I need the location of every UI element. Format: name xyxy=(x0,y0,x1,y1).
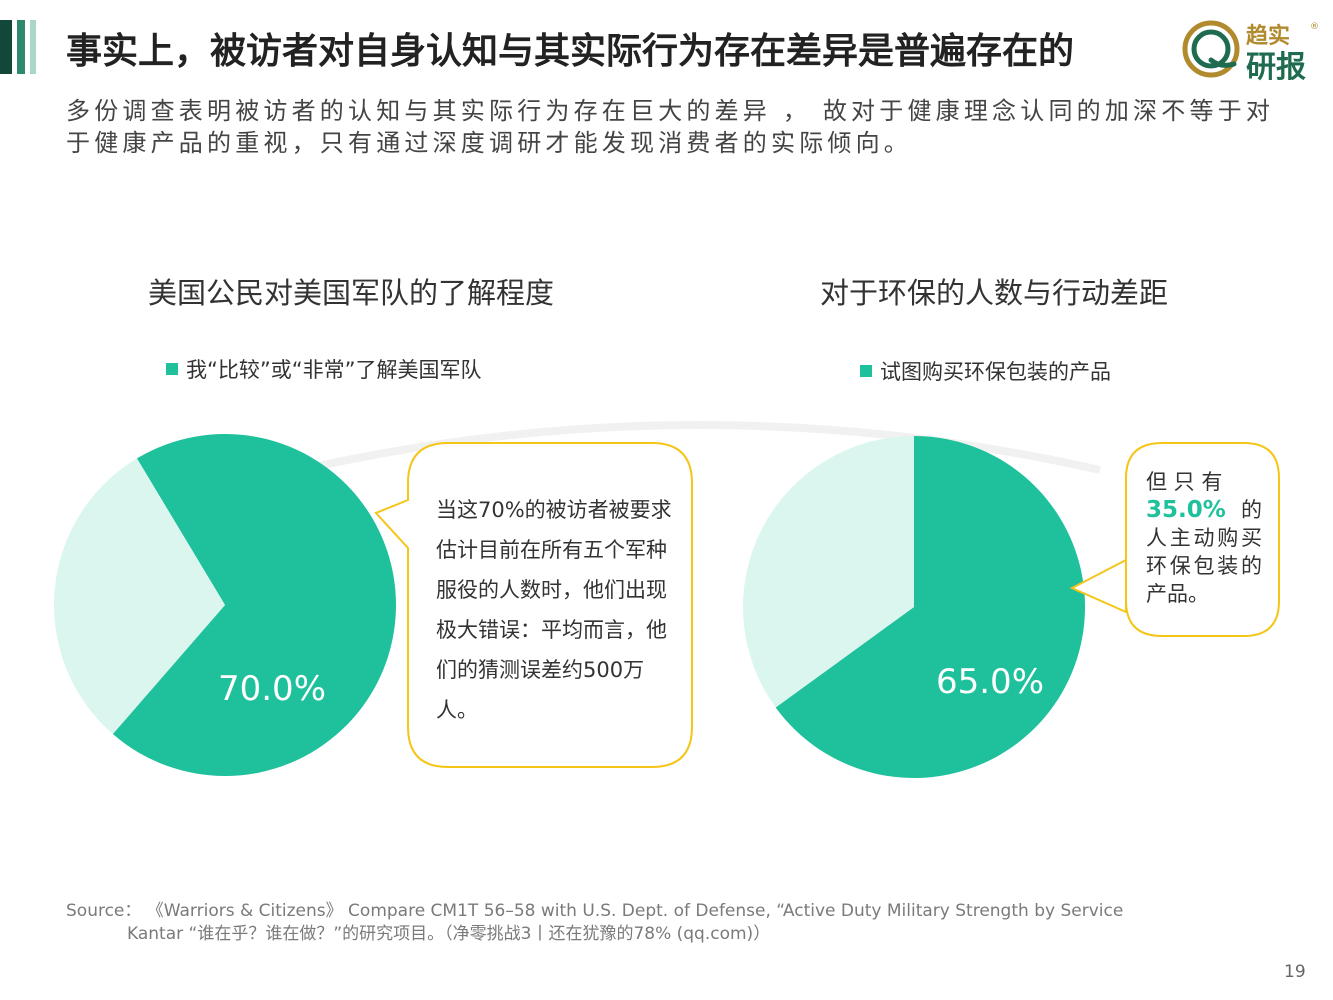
accent-bar-light xyxy=(30,20,36,74)
source-line-1: Source： 《Warriors & Citizens》 Compare CM… xyxy=(66,901,1124,921)
pie-slice-primary xyxy=(112,434,396,777)
page-number: 19 xyxy=(1284,962,1306,982)
callout2-highlight: 35.0% xyxy=(1146,497,1226,523)
pie-slice-primary xyxy=(775,436,1085,778)
brand-logo: 趋实 ® 研报 xyxy=(1180,18,1320,85)
accent-bar-mid xyxy=(17,20,25,74)
chart1-legend: 我“比较”或“非常”了解美国军队 xyxy=(166,354,482,384)
logo-text-bottom: 研报 xyxy=(1246,50,1306,85)
pie-slice-remainder xyxy=(53,458,226,735)
callout2-prefix: 但 只 有 xyxy=(1146,470,1223,494)
accent-bar-dark xyxy=(0,20,12,74)
chart2-title: 对于环保的人数与行动差距 xyxy=(820,276,1169,310)
pie-slice-remainder xyxy=(742,436,914,708)
legend-label: 我“比较”或“非常”了解美国军队 xyxy=(186,358,482,382)
legend-swatch xyxy=(166,363,178,375)
logo-text-top: 趋实 xyxy=(1246,24,1291,49)
callout-bubble-1 xyxy=(374,442,693,768)
source-line-2: Kantar “谁在乎？谁在做？”的研究项目。（净零挑战3丨还在犹豫的78% (… xyxy=(127,924,771,944)
callout-text-2: 但 只 有 35.0% 的人主动购买环保包装的产品。 xyxy=(1146,468,1262,608)
pie-value-label: 70.0% xyxy=(218,669,326,709)
pie-chart-2: 65.0% xyxy=(742,436,1085,778)
pie-value-label: 65.0% xyxy=(936,662,1044,702)
callout-text-1: 当这70%的被访者被要求估计目前在所有五个军种服役的人数时，他们出现极大错误：平… xyxy=(436,498,672,722)
subtitle: 多份调查表明被访者的认知与其实际行为存在巨大的差异 ， 故对于健康理念认同的加深… xyxy=(66,97,1275,157)
chart2-legend: 试图购买环保包装的产品 xyxy=(860,356,1111,386)
logo-registered-mark: ® xyxy=(1310,22,1319,32)
chart1-title: 美国公民对美国军队的了解程度 xyxy=(148,276,555,310)
source-note: Source： 《Warriors & Citizens》 Compare CM… xyxy=(66,900,1166,946)
callout-bubble-2-outline xyxy=(1069,442,1280,637)
callout2-suffix: 的人主动购买环保包装的产品。 xyxy=(1146,498,1262,606)
pie-chart-1: 70.0% xyxy=(53,434,396,777)
legend-swatch xyxy=(860,365,872,377)
logo-q-icon xyxy=(1182,20,1240,78)
legend-label: 试图购买环保包装的产品 xyxy=(880,360,1111,384)
page-title: 事实上，被访者对自身认知与其实际行为存在差异是普遍存在的 xyxy=(66,31,1075,72)
watermark-arc xyxy=(299,421,1101,474)
